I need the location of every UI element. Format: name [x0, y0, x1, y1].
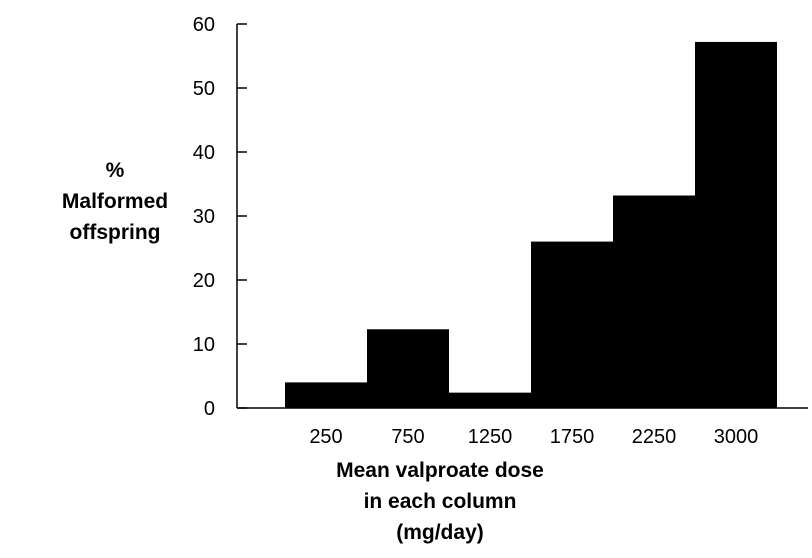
y-axis-label: % Malformed offspring — [60, 155, 170, 248]
x-axis-label: Mean valproate dose in each column (mg/d… — [330, 455, 550, 548]
x-tick-label: 1750 — [550, 426, 595, 448]
y-axis-label-line-1: % — [105, 159, 125, 182]
y-tick-label: 30 — [193, 206, 215, 228]
y-tick-label: 50 — [193, 78, 215, 100]
bar-1750 — [531, 241, 613, 408]
bar-1250 — [449, 392, 531, 408]
x-tick-label: 750 — [391, 426, 424, 448]
x-axis-label-line-3: (mg/day) — [396, 521, 484, 544]
y-tick-label: 40 — [193, 142, 215, 164]
x-tick-label: 3000 — [714, 426, 759, 448]
y-tick-label: 0 — [204, 398, 215, 420]
y-tick-label: 60 — [193, 14, 215, 36]
y-tick-label: 20 — [193, 270, 215, 292]
bar-2250 — [613, 195, 695, 408]
x-tick-label: 250 — [309, 426, 342, 448]
y-tick-label: 10 — [193, 334, 215, 356]
y-axis-label-line-3: offspring — [69, 221, 161, 244]
y-axis: 0 10 20 30 40 50 60 — [193, 14, 247, 420]
bar-3000 — [695, 41, 777, 409]
bars-group — [285, 41, 777, 409]
bar-250 — [285, 382, 367, 408]
y-axis-label-line-2: Malformed — [61, 190, 169, 213]
x-tick-label: 2250 — [632, 426, 677, 448]
x-axis-label-line-1: Mean valproate dose — [336, 459, 544, 482]
bar-750 — [367, 329, 449, 408]
x-tick-label: 1250 — [468, 426, 513, 448]
x-axis-label-line-2: in each column — [363, 490, 517, 513]
x-axis: 250 750 1250 1750 2250 3000 — [237, 407, 808, 448]
